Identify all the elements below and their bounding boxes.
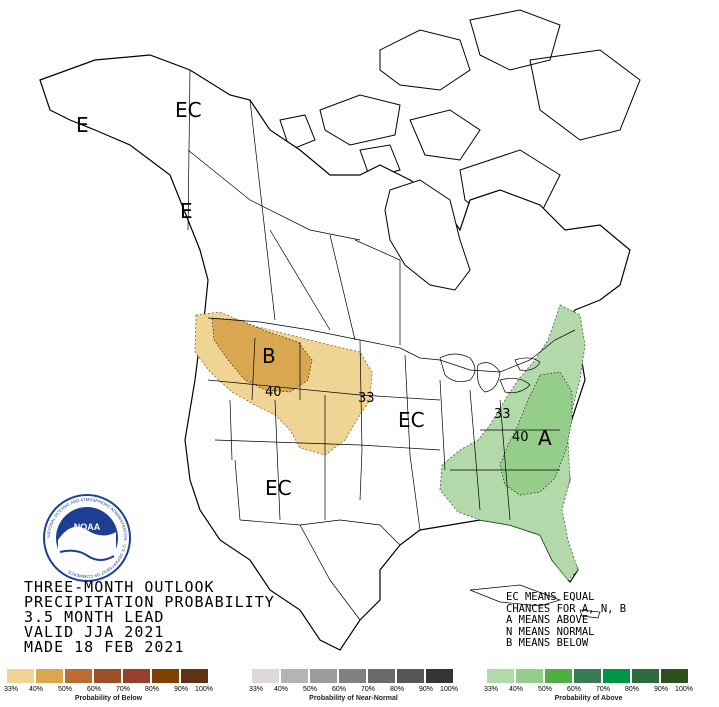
title-line-5: MADE 18 FEB 2021 xyxy=(24,638,185,656)
legend-above-tick-4: 60% xyxy=(566,686,582,693)
legend-normal: 33% 40% 50% 60% 70% 80% 90% 100% Probability of… xyxy=(248,669,458,707)
legend-above-tick-6: 80% xyxy=(624,686,640,693)
label-below-marker: B xyxy=(262,344,276,368)
noaa-logo-text: NOAA xyxy=(74,522,101,532)
legend-above-swatch-4 xyxy=(574,669,603,683)
legend-normal-tick-4: 60% xyxy=(331,686,347,693)
below-40-region xyxy=(211,317,313,393)
legend-normal-caption: Probability of Near-Normal xyxy=(309,695,398,702)
legend-above-tick-5: 70% xyxy=(595,686,611,693)
legend-below-tick-3: 50% xyxy=(57,686,73,693)
legend-normal-tick-1: 33% xyxy=(248,686,264,693)
legend-below-tick-2: 40% xyxy=(28,686,44,693)
legend-below-swatches xyxy=(7,669,210,683)
legend-normal-tick-8: 100% xyxy=(440,686,458,693)
legend-normal-tick-2: 40% xyxy=(273,686,289,693)
contour-label-above-33: 33 xyxy=(494,407,511,422)
legend-below-caption: Probability of Below xyxy=(74,695,143,702)
legend-below-swatch-3 xyxy=(65,669,94,683)
hudson-bay xyxy=(384,179,471,291)
title-line-1: THREE-MONTH OUTLOOK xyxy=(24,578,215,596)
legend-above-caption: Probability of Above xyxy=(554,695,623,702)
arctic-islands xyxy=(279,9,641,221)
contour-label-above-40: 40 xyxy=(512,430,529,445)
legend-above-swatch-2 xyxy=(516,669,545,683)
label-e-alaska-coast: E xyxy=(76,113,89,137)
legend-normal-swatches xyxy=(252,669,455,683)
contour-label-below-40: 40 xyxy=(265,385,282,400)
label-e-bc-coast: E xyxy=(180,199,193,223)
label-ec-southwest: EC xyxy=(265,476,292,500)
legend-normal-swatch-5 xyxy=(368,669,397,683)
legend-above-swatch-3 xyxy=(545,669,574,683)
above-40-region xyxy=(499,371,573,496)
legend-below-tick-1: 33% xyxy=(3,686,19,693)
legend-above-tick-3: 50% xyxy=(537,686,553,693)
legend-normal-swatch-3 xyxy=(310,669,339,683)
legend-below-tick-7: 90% xyxy=(173,686,189,693)
legend-normal-swatch-4 xyxy=(339,669,368,683)
title-line-4: VALID JJA 2021 xyxy=(24,623,165,641)
title-line-2: PRECIPITATION PROBABILITY xyxy=(24,593,275,611)
legend-below-swatch-5 xyxy=(123,669,152,683)
notes-line-5: B MEANS BELOW xyxy=(506,637,589,649)
legend-below-swatch-1 xyxy=(7,669,36,683)
title-block: THREE-MONTH OUTLOOK PRECIPITATION PROBAB… xyxy=(24,580,275,655)
label-ec-central: EC xyxy=(398,408,425,432)
legend-normal-swatch-7 xyxy=(426,669,455,683)
notes-line-3: A MEANS ABOVE xyxy=(506,614,589,626)
legend-normal-tick-3: 50% xyxy=(302,686,318,693)
legend-below-tick-4: 60% xyxy=(86,686,102,693)
legend-below-tick-6: 80% xyxy=(144,686,160,693)
legend-above: 33% 40% 50% 60% 70% 80% 90% 100% Probability of… xyxy=(483,669,693,707)
legend-normal-tick-5: 70% xyxy=(360,686,376,693)
legend-below-tick-8: 100% xyxy=(195,686,213,693)
legend-above-swatch-5 xyxy=(603,669,632,683)
contour-label-below-33: 33 xyxy=(358,391,375,406)
legend-below-tick-5: 70% xyxy=(115,686,131,693)
notes-block: EC MEANS EQUAL CHANCES FOR A, N, B A MEA… xyxy=(506,591,627,650)
legend-above-tick-1: 33% xyxy=(483,686,499,693)
legend-normal-swatch-1 xyxy=(252,669,281,683)
legend-above-swatch-6 xyxy=(632,669,661,683)
legend-normal-swatch-2 xyxy=(281,669,310,683)
notes-line-2: CHANCES FOR A, N, B xyxy=(506,602,627,615)
political-boundaries xyxy=(187,69,601,621)
legend-below: 33% 40% 50% 60% 70% 80% 90% 100% Probability of… xyxy=(3,669,213,707)
label-ec-alaska: EC xyxy=(175,98,202,122)
notes-line-1: EC MEANS EQUAL xyxy=(506,591,595,603)
legend-below-swatch-4 xyxy=(94,669,123,683)
legend-above-tick-7: 90% xyxy=(653,686,669,693)
legend-below-swatch-2 xyxy=(36,669,65,683)
notes-line-4: N MEANS NORMAL xyxy=(506,625,595,638)
title-line-3: 3.5 MONTH LEAD xyxy=(24,608,165,626)
label-above-marker: A xyxy=(538,426,552,450)
legend-above-tick-2: 40% xyxy=(508,686,524,693)
legend-normal-swatch-6 xyxy=(397,669,426,683)
legend-above-swatches xyxy=(487,669,690,683)
legend-normal-ticks: 33% 40% 50% 60% 70% 80% 90% 100% xyxy=(248,683,458,695)
legend-normal-tick-6: 80% xyxy=(389,686,405,693)
legend-below-ticks: 33% 40% 50% 60% 70% 80% 90% 100% xyxy=(3,683,213,695)
legend-above-swatch-7 xyxy=(661,669,690,683)
legend-above-swatch-1 xyxy=(487,669,516,683)
legend-below-swatch-7 xyxy=(181,669,210,683)
legend-above-tick-8: 100% xyxy=(675,686,693,693)
legend-below-swatch-6 xyxy=(152,669,181,683)
legend-normal-tick-7: 90% xyxy=(418,686,434,693)
legend-above-ticks: 33% 40% 50% 60% 70% 80% 90% 100% xyxy=(483,683,693,695)
noaa-logo: NOAA NATIONAL OCEANIC AND ATMOSPHERIC AD… xyxy=(43,494,131,582)
